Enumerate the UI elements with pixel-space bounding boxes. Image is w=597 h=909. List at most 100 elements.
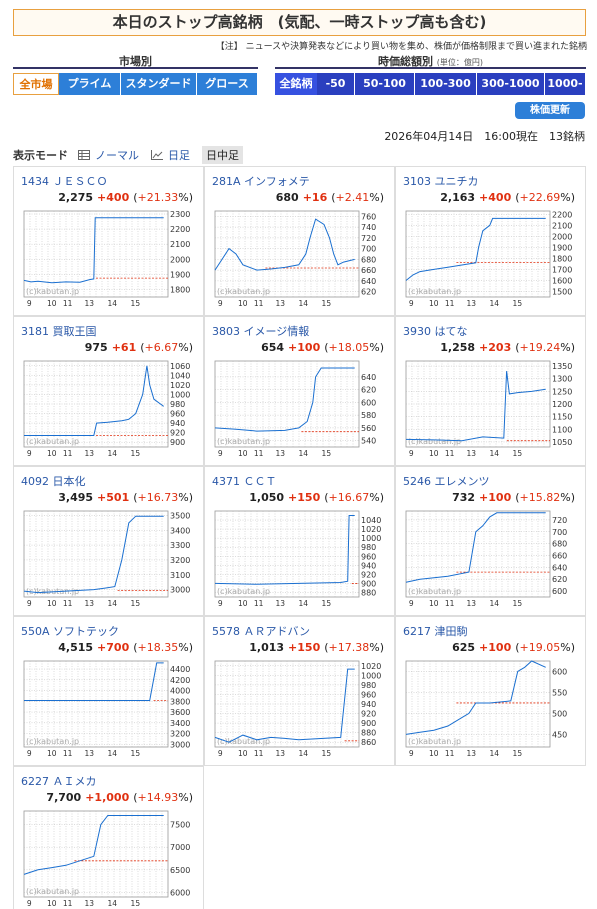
stock-card: 3103 ユニチカ 2,163 +400 (+22.69%) 2200 2100 2000 1… <box>395 166 586 316</box>
x-tick-label: 13 <box>466 749 476 758</box>
stock-name: イメージ情報 <box>243 325 310 338</box>
stock-change-pct: +21.33 <box>137 191 179 204</box>
stock-card: 4092 日本化 3,495 +501 (+16.73%) 3500 3400 3300 32… <box>13 466 204 616</box>
y-tick-label: 450 <box>552 730 567 739</box>
y-tick-label: 3600 <box>170 708 190 717</box>
intraday-chart[interactable]: 1350 1300 1250 1200 1150 1100 1050 9 10 11 13 14 15 (… <box>404 359 581 461</box>
note-text: 【注】 ニュースや決算発表などにより買い物を集め、株価が価格制限まで買い進まれた… <box>215 42 587 52</box>
stock-link[interactable]: 5246 エレメンツ <box>403 473 490 489</box>
x-tick-label: 10 <box>47 899 57 908</box>
y-tick-label: 700 <box>361 245 376 254</box>
stock-link[interactable]: 3181 買取王国 <box>21 323 97 339</box>
watermark: (c)kabutan.jp <box>26 437 79 446</box>
stock-link[interactable]: 3803 イメージ情報 <box>212 323 309 339</box>
size-tabs: 全銘柄 -50 50-100 100-300 300-1000 1000- <box>275 73 586 95</box>
y-tick-label: 1800 <box>170 285 190 294</box>
intraday-chart[interactable]: 720 700 680 660 640 620 600 9 10 11 13 14 15 (c)kabut… <box>404 509 581 611</box>
x-tick-label: 9 <box>409 449 414 458</box>
x-tick-label: 14 <box>108 449 118 458</box>
x-tick-label: 15 <box>131 299 141 308</box>
y-tick-label: 600 <box>552 667 567 676</box>
x-tick-label: 13 <box>84 599 94 608</box>
price-line <box>405 371 546 442</box>
mode-normal[interactable]: ノーマル <box>78 147 139 163</box>
x-tick-label: 10 <box>47 299 57 308</box>
y-tick-label: 1020 <box>361 662 381 671</box>
tab-size-300-1000[interactable]: 300-1000 <box>477 73 545 95</box>
tab-market-prime[interactable]: プライム <box>59 73 121 95</box>
y-tick-label: 4200 <box>170 676 190 685</box>
stock-change: +100 <box>479 491 512 504</box>
y-tick-label: 4400 <box>170 665 190 674</box>
tab-size-over-1000[interactable]: 1000- <box>545 73 586 95</box>
tab-market-growth[interactable]: グロース <box>197 73 258 95</box>
y-tick-label: 2000 <box>170 255 190 264</box>
stock-card: 550A ソフトテック 4,515 +700 (+18.35%) 4400 4200 400… <box>13 616 204 766</box>
tab-market-standard[interactable]: スタンダード <box>121 73 197 95</box>
stock-link[interactable]: 6217 津田駒 <box>403 623 468 639</box>
stock-link[interactable]: 5578 ＡＲアドバン <box>212 623 310 639</box>
intraday-chart[interactable]: 640 620 600 580 560 540 9 10 11 13 14 15 (c)kabutan.… <box>213 359 390 461</box>
stock-link[interactable]: 3930 はてな <box>403 323 468 339</box>
tab-size-100-300[interactable]: 100-300 <box>415 73 477 95</box>
intraday-chart[interactable]: 7500 7000 6500 6000 9 10 11 13 14 15 (c)kabutan.jp <box>22 809 199 909</box>
x-tick-label: 14 <box>108 299 118 308</box>
y-tick-label: 620 <box>361 386 376 395</box>
stock-name: ユニチカ <box>434 175 479 188</box>
market-section-label: 市場別 <box>13 53 258 69</box>
stock-link[interactable]: 4371 ＣＣＴ <box>212 473 277 489</box>
stock-price-line: 3,495 +501 (+16.73%) <box>58 491 193 504</box>
stock-change-pct: +16.73 <box>137 491 179 504</box>
stock-card: 4371 ＣＣＴ 1,050 +150 (+16.67%) 1040 1020 1000 98… <box>204 466 395 616</box>
stock-link[interactable]: 281A インフォメテ <box>212 173 310 189</box>
x-tick-label: 9 <box>218 599 223 608</box>
stock-name: 津田駒 <box>434 625 468 638</box>
y-tick-label: 7000 <box>170 843 190 852</box>
x-tick-label: 11 <box>445 299 455 308</box>
stock-change: +400 <box>97 191 130 204</box>
stock-code: 3181 <box>21 325 49 338</box>
stock-link[interactable]: 550A ソフトテック <box>21 623 119 639</box>
update-prices-button[interactable]: 株価更新 <box>515 102 585 119</box>
y-tick-label: 540 <box>361 437 376 446</box>
stock-link[interactable]: 3103 ユニチカ <box>403 173 479 189</box>
x-tick-label: 10 <box>47 449 57 458</box>
tab-size-all[interactable]: 全銘柄 <box>275 73 317 95</box>
stock-link[interactable]: 1434 ＪＥＳＣＯ <box>21 173 108 189</box>
y-tick-label: 500 <box>552 709 567 718</box>
price-line <box>23 815 164 875</box>
stock-name: 日本化 <box>52 475 86 488</box>
tab-market-all[interactable]: 全市場 <box>13 73 59 95</box>
stock-link[interactable]: 4092 日本化 <box>21 473 86 489</box>
stock-code: 1434 <box>21 175 49 188</box>
y-tick-label: 600 <box>361 398 376 407</box>
stock-change: +501 <box>97 491 130 504</box>
stock-code: 4371 <box>212 475 240 488</box>
x-tick-label: 14 <box>299 749 309 758</box>
stock-change-pct: +18.35 <box>137 641 179 654</box>
intraday-chart[interactable]: 600 550 500 450 9 10 11 13 14 15 (c)kabutan.jp <box>404 659 581 761</box>
stock-name: ＡＲアドバン <box>243 625 311 638</box>
tab-size-under-50[interactable]: -50 <box>317 73 355 95</box>
intraday-chart[interactable]: 2300 2200 2100 2000 1900 1800 9 10 11 13 14 15 (c)ka… <box>22 209 199 311</box>
stock-link[interactable]: 6227 ＡＩメカ <box>21 773 97 789</box>
watermark: (c)kabutan.jp <box>26 287 79 296</box>
y-tick-label: 6500 <box>170 866 190 875</box>
x-tick-label: 15 <box>513 749 523 758</box>
tab-size-50-100[interactable]: 50-100 <box>355 73 415 95</box>
market-tabs: 全市場 プライム スタンダード グロース <box>13 73 258 95</box>
intraday-chart[interactable]: 2200 2100 2000 1900 1800 1700 1600 1500 9 10 11 13 1… <box>404 209 581 311</box>
mode-intraday[interactable]: 日中足 <box>202 146 243 164</box>
stock-change-pct: +16.67 <box>328 491 370 504</box>
y-tick-label: 3400 <box>170 526 190 535</box>
y-tick-label: 720 <box>552 516 567 525</box>
x-tick-label: 15 <box>513 599 523 608</box>
mode-daily[interactable]: 日足 <box>151 147 190 163</box>
